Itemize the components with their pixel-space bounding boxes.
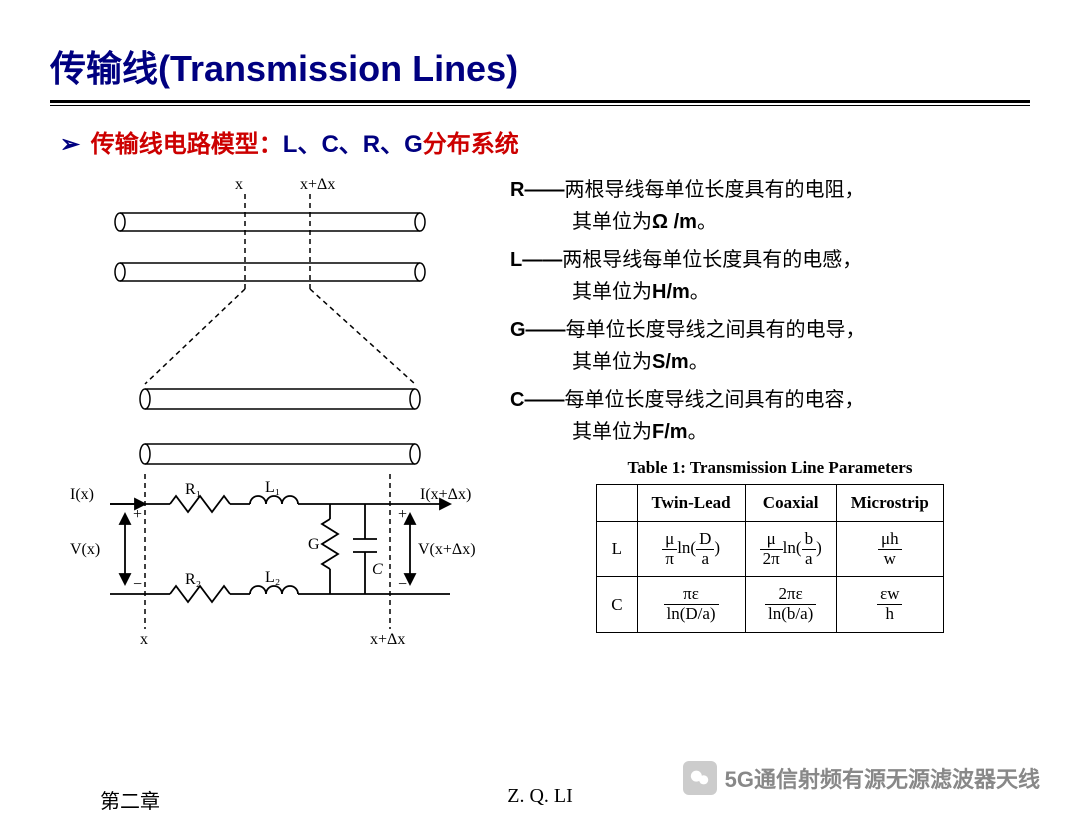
watermark: 5G通信射频有源无源滤波器天线 [683, 761, 1040, 795]
subtitle-suffix: 分布系统 [423, 131, 519, 158]
right-column: R——两根导线每单位长度具有的电阻， 其单位为Ω /m。 L——两根导线每单位长… [500, 174, 1030, 654]
label-R2: R₂ [185, 571, 201, 588]
params-table: Twin-Lead Coaxial Microstrip L μπln(Da) … [596, 484, 944, 633]
params-table-wrap: Table 1: Transmission Line Parameters Tw… [510, 458, 1030, 633]
divider-thin [50, 105, 1030, 106]
label-xdx-bottom: x+Δx [370, 631, 405, 648]
divider-thick [50, 100, 1030, 103]
label-x: x [235, 176, 243, 193]
def-G: G——每单位长度导线之间具有的电导， 其单位为S/m。 [510, 314, 1030, 378]
label-R1: R₁ [185, 481, 201, 498]
subtitle-prefix: 传输线电路模型： [91, 131, 283, 158]
label-Vxdx: V(x+Δx) [418, 541, 476, 558]
subtitle-params: L、C、R、G [283, 131, 423, 158]
def-R: R——两根导线每单位长度具有的电阻， 其单位为Ω /m。 [510, 174, 1030, 238]
wechat-icon [683, 761, 717, 795]
chevron-right-icon: ➢ [60, 131, 80, 158]
label-C: C [372, 561, 383, 578]
def-C: C——每单位长度导线之间具有的电容， 其单位为F/m。 [510, 384, 1030, 448]
watermark-text: 5G通信射频有源无源滤波器天线 [725, 762, 1040, 794]
label-Ixdx: I(x+Δx) [420, 486, 471, 503]
plus-right-top: + [398, 506, 407, 523]
table-title: Table 1: Transmission Line Parameters [510, 458, 1030, 478]
def-L: L——两根导线每单位长度具有的电感， 其单位为H/m。 [510, 244, 1030, 308]
label-Ix: I(x) [70, 486, 94, 503]
author-label: Z. Q. LI [507, 785, 573, 808]
content-area: x x+Δx [50, 174, 1030, 654]
table-row-L: L μπln(Da) μ2πln(ba) μhw [597, 522, 944, 577]
definitions-list: R——两根导线每单位长度具有的电阻， 其单位为Ω /m。 L——两根导线每单位长… [510, 174, 1030, 448]
circuit-diagram: x x+Δx [50, 174, 490, 654]
label-L1: L₁ [265, 479, 280, 496]
slide-subtitle: ➢ 传输线电路模型：L、C、R、G分布系统 [60, 124, 1030, 159]
plus-left-top: + [133, 506, 142, 523]
minus-left-bot: − [133, 576, 142, 593]
label-G: G [308, 536, 320, 553]
slide-title: 传输线(Transmission Lines) [50, 40, 1030, 92]
label-Vx: V(x) [70, 541, 100, 558]
table-header-row: Twin-Lead Coaxial Microstrip [597, 485, 944, 522]
label-xdx: x+Δx [300, 176, 335, 193]
label-x-bottom: x [140, 631, 148, 648]
label-L2: L₂ [265, 569, 280, 586]
slide: 传输线(Transmission Lines) ➢ 传输线电路模型：L、C、R、… [0, 0, 1080, 810]
minus-right-bot: − [398, 576, 407, 593]
table-row-C: C πεln(D/a) 2πεln(b/a) εwh [597, 577, 944, 632]
